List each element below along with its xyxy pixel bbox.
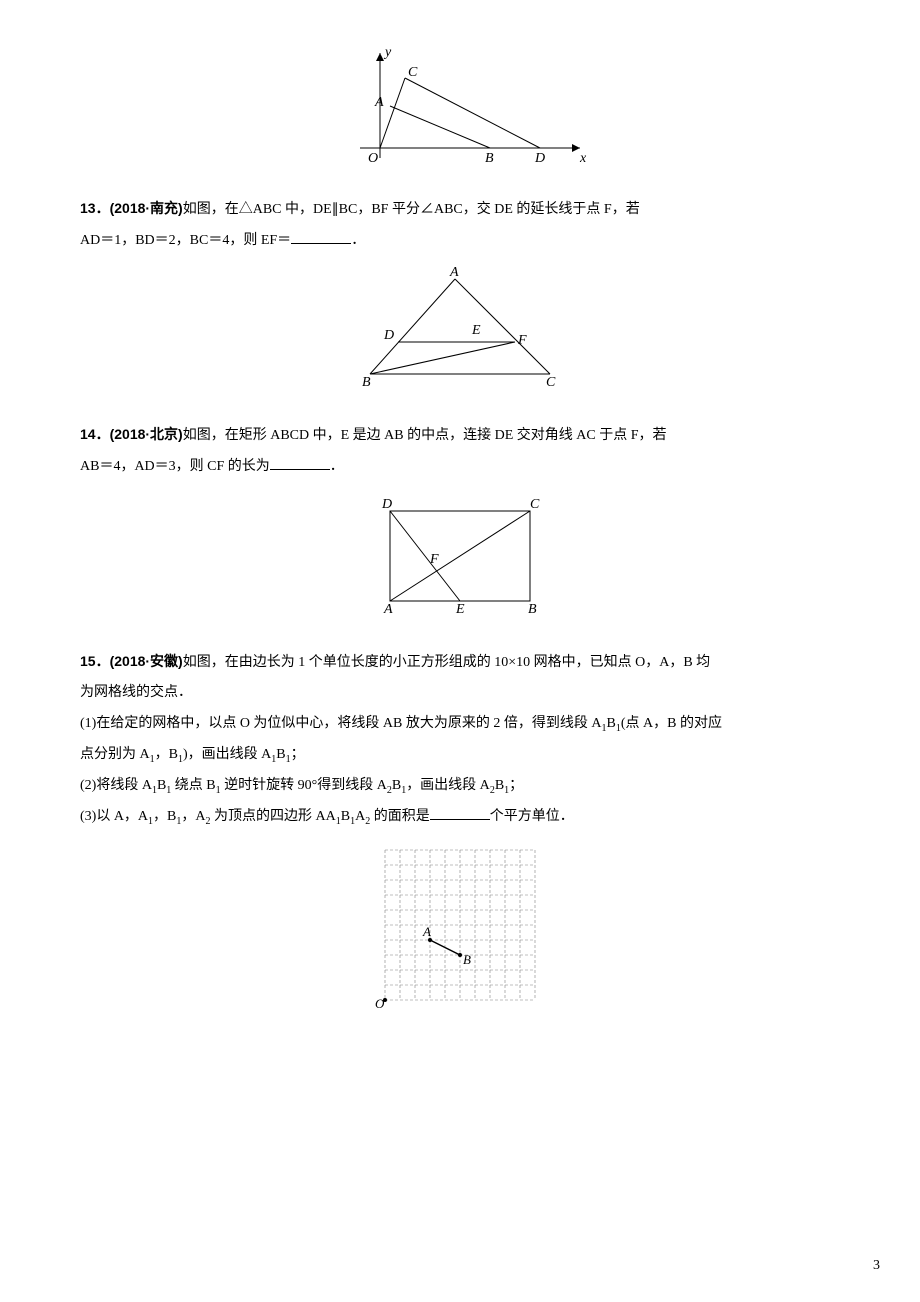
fig14-E: E (455, 602, 465, 617)
p15-s2b: B (157, 778, 166, 793)
p14-t1: 如图，在矩形 ABCD 中，E 是边 AB 的中点，连接 DE 交对角线 AC … (183, 428, 667, 443)
p15-s3h: 个平方单位． (490, 809, 574, 824)
p15-s3e: B (341, 809, 350, 824)
fig0-C: C (408, 65, 418, 80)
p14-t2: AB＝4，AD＝3，则 CF 的长为 (80, 459, 270, 474)
p15-t2: 为网格线的交点． (80, 685, 192, 700)
fig13-E: E (471, 323, 481, 338)
fig13-B: B (362, 375, 371, 390)
p15-s2e: B (392, 778, 401, 793)
fig15-O: O (375, 996, 385, 1010)
axis-y-label: y (383, 48, 392, 60)
p15-s3c: ，A (181, 809, 205, 824)
p15-s1c: (点 A，B 的对应 (621, 716, 722, 731)
p15-s2f: ，画出线段 A (406, 778, 490, 793)
problem-13: 13．(2018·南充)如图，在△ABC 中，DE∥BC，BF 平分∠ABC，交… (80, 193, 840, 257)
figure-14: A B C D E F (80, 491, 840, 634)
p15-s1b: B (607, 716, 616, 731)
fig14-F: F (429, 552, 439, 567)
page-number: 3 (873, 1251, 880, 1282)
fig0-B: B (485, 151, 494, 166)
fig13-F: F (517, 333, 527, 348)
p15-s2h: ； (509, 778, 523, 793)
p14-t3: ． (330, 459, 344, 474)
p15-src: (2018·安徽) (110, 653, 183, 669)
p15-s1e: ，B (155, 747, 178, 762)
figure-15: O A B (80, 840, 840, 1023)
p15-s1f: )，画出线段 A (183, 747, 271, 762)
p15-s3d: 为顶点的四边形 AA (211, 809, 336, 824)
p15-s2g: B (495, 778, 504, 793)
p13-blank (291, 229, 351, 244)
p14-src: (2018·北京) (110, 426, 183, 442)
p15-s3a: (3)以 A，A (80, 809, 148, 824)
p15-s2a: (2)将线段 A (80, 778, 152, 793)
problem-15: 15．(2018·安徽)如图，在由边长为 1 个单位长度的小正方形组成的 10×… (80, 646, 840, 833)
p15-s2c: 绕点 B (171, 778, 215, 793)
p15-s3b: ，B (153, 809, 176, 824)
p15-blank (430, 805, 490, 820)
p13-t3: ． (351, 233, 365, 248)
p15-s1h: ； (291, 747, 305, 762)
fig14-A: A (383, 602, 393, 617)
p13-src: (2018·南充) (110, 200, 183, 216)
fig14-D: D (381, 497, 392, 512)
fig13-D: D (383, 328, 394, 343)
fig0-D: D (534, 151, 545, 166)
fig0-O: O (368, 151, 378, 166)
fig13-C: C (546, 375, 556, 390)
p13-t2: AD＝1，BD＝2，BC＝4，则 EF＝ (80, 233, 291, 248)
p13-num: 13． (80, 200, 110, 216)
p15-s3g: 的面积是 (370, 809, 430, 824)
figure-top: y x O A C B D (80, 48, 840, 181)
fig13-A: A (449, 265, 459, 280)
p15-s1a: (1)在给定的网格中，以点 O 为位似中心，将线段 AB 放大为原来的 2 倍，… (80, 716, 602, 731)
p15-s2d: 逆时针旋转 90°得到线段 A (221, 778, 387, 793)
figure-13: A B C D E F (80, 264, 840, 407)
axis-x-label: x (579, 151, 587, 166)
p15-s1d: 点分别为 A (80, 747, 150, 762)
p15-t1: 如图，在由边长为 1 个单位长度的小正方形组成的 10×10 网格中，已知点 O… (183, 655, 710, 670)
fig14-B: B (528, 602, 537, 617)
p14-num: 14． (80, 426, 110, 442)
p14-blank (270, 455, 330, 470)
p15-num: 15． (80, 653, 110, 669)
p15-s1g: B (276, 747, 285, 762)
fig0-A: A (374, 95, 384, 110)
p15-s3f: A (355, 809, 365, 824)
fig15-B: B (463, 952, 471, 967)
p13-t1: 如图，在△ABC 中，DE∥BC，BF 平分∠ABC，交 DE 的延长线于点 F… (183, 202, 640, 217)
problem-14: 14．(2018·北京)如图，在矩形 ABCD 中，E 是边 AB 的中点，连接… (80, 419, 840, 483)
fig15-A: A (422, 924, 431, 939)
fig14-C: C (530, 497, 540, 512)
